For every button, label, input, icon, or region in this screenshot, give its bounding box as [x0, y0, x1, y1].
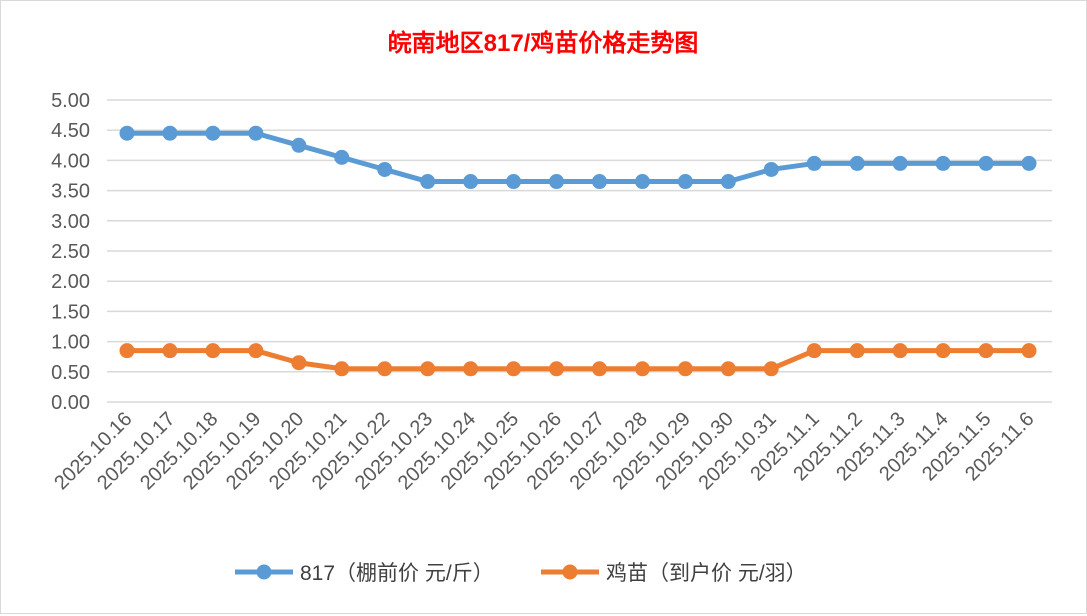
chart-title: 皖南地区817/鸡苗价格走势图 [388, 29, 699, 57]
data-point [377, 361, 393, 377]
data-point [677, 174, 693, 190]
data-point [978, 155, 994, 171]
legend-label: 817（棚前价 元/斤） [300, 562, 494, 585]
y-tick-label: 0.00 [51, 392, 90, 414]
y-tick-label: 3.00 [51, 211, 90, 233]
data-point [420, 361, 436, 377]
legend-item: 817（棚前价 元/斤） [235, 562, 494, 585]
data-point [591, 174, 607, 190]
data-point [506, 361, 522, 377]
data-point [1021, 343, 1037, 359]
series-line [127, 130, 1029, 185]
data-point [763, 361, 779, 377]
y-tick-label: 1.00 [51, 332, 90, 354]
data-point [806, 343, 822, 359]
series-0 [119, 125, 1037, 190]
data-point [248, 343, 264, 359]
data-point [935, 343, 951, 359]
data-point [377, 161, 393, 177]
legend-marker-icon [562, 564, 578, 580]
data-point [205, 343, 221, 359]
data-point [119, 343, 135, 359]
data-point [162, 343, 178, 359]
data-point [291, 137, 307, 153]
data-point [334, 149, 350, 165]
y-tick-label: 4.50 [51, 120, 90, 142]
y-tick-label: 0.50 [51, 362, 90, 384]
data-point [978, 343, 994, 359]
data-point [720, 361, 736, 377]
data-point [205, 125, 221, 141]
data-point [634, 361, 650, 377]
data-point [634, 174, 650, 190]
y-tick-label: 2.50 [51, 241, 90, 263]
data-point [892, 343, 908, 359]
y-tick-label: 4.00 [51, 150, 90, 172]
data-point [420, 174, 436, 190]
data-point [549, 174, 565, 190]
y-tick-label: 1.50 [51, 301, 90, 323]
data-point [892, 155, 908, 171]
data-point [119, 125, 135, 141]
data-point [549, 361, 565, 377]
data-point [162, 125, 178, 141]
data-point [806, 155, 822, 171]
data-point [720, 174, 736, 190]
data-point [506, 174, 522, 190]
y-tick-label: 5.00 [51, 90, 90, 112]
data-point [935, 155, 951, 171]
data-point [248, 125, 264, 141]
data-point [849, 343, 865, 359]
y-tick-label: 2.00 [51, 271, 90, 293]
data-point [763, 161, 779, 177]
series-1 [119, 343, 1037, 377]
legend-label: 鸡苗（到户价 元/羽） [606, 562, 807, 585]
data-point [334, 361, 350, 377]
data-point [591, 361, 607, 377]
legend-marker-icon [256, 564, 272, 580]
data-point [463, 174, 479, 190]
legend-item: 鸡苗（到户价 元/羽） [541, 562, 807, 585]
data-point [463, 361, 479, 377]
series-line [127, 348, 1029, 372]
data-point [291, 355, 307, 371]
y-tick-label: 3.50 [51, 181, 90, 203]
data-point [849, 155, 865, 171]
data-point [1021, 155, 1037, 171]
data-point [677, 361, 693, 377]
